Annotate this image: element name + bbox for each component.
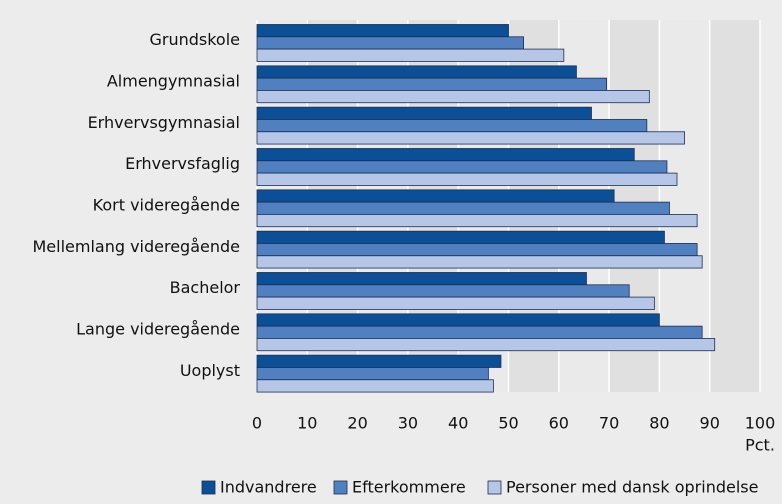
legend-label: Efterkommere — [352, 478, 466, 497]
bar — [256, 354, 502, 368]
bar — [256, 230, 665, 244]
y-tick-label: Grundskole — [149, 30, 240, 49]
bar — [256, 160, 668, 174]
bar — [256, 77, 607, 91]
bar — [256, 272, 587, 286]
x-tick-label: 0 — [252, 414, 262, 433]
x-tick-label: 50 — [498, 414, 518, 433]
x-tick-label: 30 — [398, 414, 418, 433]
bar — [256, 367, 489, 381]
y-tick-label: Mellemlang videregående — [32, 237, 240, 256]
bar — [256, 106, 592, 120]
x-tick-label: 20 — [347, 414, 367, 433]
bar — [256, 172, 678, 186]
y-tick-label: Erhvervsfaglig — [125, 154, 240, 173]
bar — [256, 131, 685, 145]
bar — [256, 313, 660, 327]
bar — [256, 284, 630, 298]
y-tick-label: Lange videregående — [76, 320, 240, 339]
x-tick-label: 60 — [549, 414, 569, 433]
x-tick-label: 10 — [297, 414, 317, 433]
bar — [256, 24, 509, 38]
y-tick-label: Uoplyst — [180, 361, 240, 380]
x-tick-label: 90 — [700, 414, 720, 433]
bar — [256, 189, 615, 203]
y-tick-label: Bachelor — [170, 278, 241, 297]
bar — [256, 243, 698, 257]
bar — [256, 255, 703, 269]
bar — [256, 65, 577, 79]
bar — [256, 379, 494, 393]
bar — [256, 296, 655, 310]
y-tick-label: Kort videregående — [93, 196, 240, 215]
bar — [256, 148, 635, 162]
x-tick-label: 80 — [649, 414, 669, 433]
x-tick-label: 40 — [448, 414, 468, 433]
bar — [256, 338, 716, 352]
legend-swatch — [487, 480, 502, 495]
legend-label: Personer med dansk oprindelse — [506, 478, 758, 497]
bar — [256, 325, 703, 339]
bar — [256, 90, 650, 104]
bar — [256, 201, 670, 215]
x-tick-label: 70 — [599, 414, 619, 433]
bar — [256, 214, 698, 228]
legend-swatch — [201, 480, 216, 495]
legend-swatch — [333, 480, 348, 495]
legend-label: Indvandrere — [220, 478, 317, 497]
y-tick-label: Erhvervsgymnasial — [88, 113, 240, 132]
x-axis-label: Pct. — [745, 436, 775, 455]
bar — [256, 48, 565, 62]
bar — [256, 119, 648, 133]
x-tick-label: 100 — [745, 414, 776, 433]
y-tick-label: Almengymnasial — [107, 72, 240, 91]
bar — [256, 36, 524, 50]
